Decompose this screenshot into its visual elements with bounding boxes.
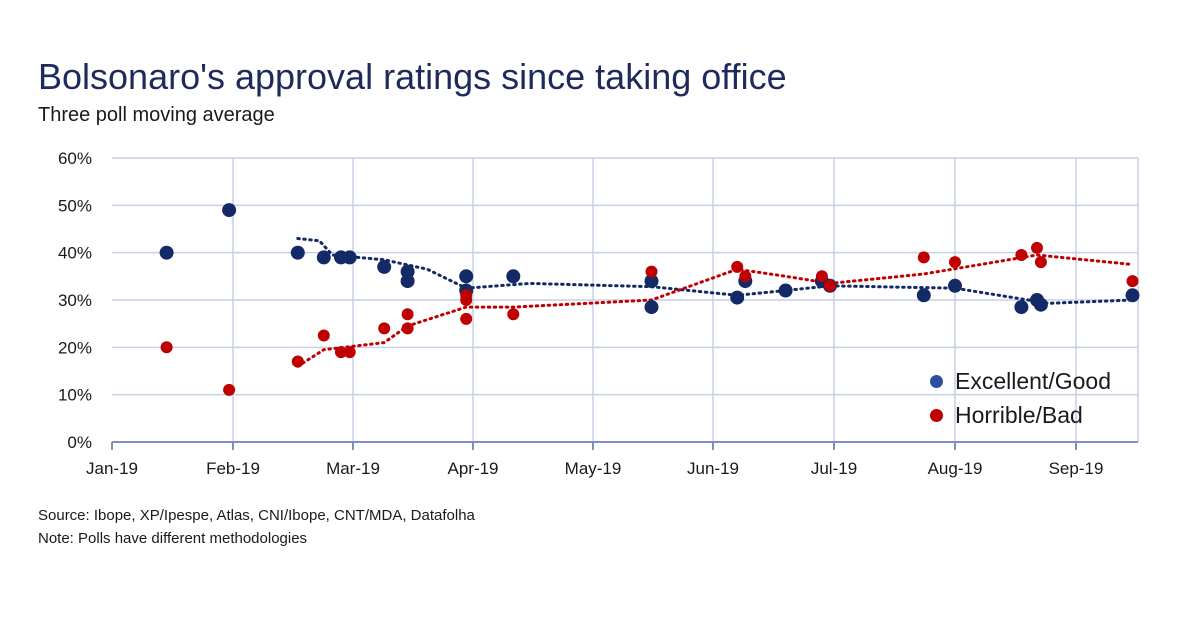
trend-line-excellent-good [296, 237, 1134, 305]
point-horrible-bad [645, 265, 658, 278]
y-tick-label: 30% [58, 291, 92, 310]
x-tick-label: Aug-19 [928, 459, 983, 478]
x-tick-label: Apr-19 [447, 459, 498, 478]
point-excellent-good [644, 300, 659, 315]
point-horrible-bad [460, 294, 473, 306]
point-horrible-bad [1031, 241, 1043, 254]
y-tick-label: 0% [67, 433, 92, 452]
methodology-note: Note: Polls have different methodologies [38, 530, 308, 547]
point-excellent-good [778, 283, 793, 298]
x-tick-label: Feb-19 [206, 459, 260, 478]
point-horrible-bad [949, 256, 961, 269]
chart-legend: Excellent/Good Horrible/Bad [930, 364, 1111, 432]
y-tick-label: 10% [58, 386, 92, 405]
x-axis: Jan-19 Feb-19 Mar-19 Apr-19 May-19 Jun-19 Jul-… [86, 441, 1138, 478]
legend-item-excellent-good: Excellent/Good [930, 364, 1111, 398]
x-tick-label: May-19 [565, 459, 622, 478]
point-horrible-bad [917, 251, 930, 264]
point-excellent-good [644, 274, 659, 289]
point-excellent-good [1014, 300, 1029, 315]
point-excellent-good [342, 250, 357, 265]
point-excellent-good [916, 288, 931, 303]
trend-line-horrible-bad [296, 253, 1134, 368]
point-excellent-good [730, 290, 745, 305]
legend-label: Excellent/Good [955, 367, 1111, 394]
point-horrible-bad [1015, 249, 1028, 261]
point-excellent-good [459, 269, 474, 284]
x-tick-label: Jan-19 [86, 459, 138, 478]
legend-marker-horrible-bad [930, 408, 943, 422]
data-points [159, 203, 1140, 396]
point-excellent-good [159, 245, 174, 260]
point-horrible-bad [1034, 256, 1047, 269]
x-tick-label: Jun-19 [687, 459, 739, 478]
y-axis-labels: 0% 10% 20% 30% 40% 50% 60% [58, 149, 92, 452]
x-tick-label: Jul-19 [811, 459, 857, 478]
chart-grid [112, 157, 1139, 442]
point-horrible-bad [317, 329, 330, 342]
y-tick-label: 50% [58, 196, 92, 215]
point-excellent-good [948, 278, 962, 293]
point-horrible-bad [824, 279, 836, 292]
legend-item-horrible-bad: Horrible/Bad [930, 398, 1111, 432]
point-horrible-bad [1126, 275, 1139, 288]
point-excellent-good [377, 259, 392, 274]
source-note: Source: Ibope, XP/Ipespe, Atlas, CNI/Ibo… [38, 507, 475, 524]
point-horrible-bad [401, 308, 414, 321]
y-tick-label: 60% [58, 149, 92, 168]
point-horrible-bad [378, 322, 391, 335]
point-horrible-bad [739, 270, 752, 283]
point-horrible-bad [401, 322, 414, 335]
point-excellent-good [400, 274, 415, 289]
y-tick-label: 20% [58, 338, 92, 357]
point-excellent-good [1125, 288, 1140, 303]
point-excellent-good [222, 203, 237, 218]
point-excellent-good [290, 245, 305, 260]
point-horrible-bad [460, 312, 473, 325]
x-tick-label: Sep-19 [1049, 459, 1104, 478]
legend-label: Horrible/Bad [955, 401, 1083, 428]
point-excellent-good [1033, 297, 1048, 312]
chart-subtitle: Three poll moving average [38, 104, 275, 126]
chart-title: Bolsonaro's approval ratings since takin… [38, 56, 787, 97]
point-horrible-bad [291, 355, 304, 368]
point-horrible-bad [815, 270, 828, 283]
point-horrible-bad [731, 260, 744, 273]
point-horrible-bad [335, 346, 347, 359]
x-tick-label: Mar-19 [326, 459, 380, 478]
point-excellent-good [316, 250, 331, 265]
legend-marker-excellent-good [930, 374, 943, 388]
point-excellent-good [506, 269, 521, 284]
point-horrible-bad [223, 383, 236, 396]
y-tick-label: 40% [58, 244, 92, 263]
point-horrible-bad [160, 341, 173, 354]
point-horrible-bad [343, 346, 356, 359]
point-horrible-bad [507, 308, 520, 321]
